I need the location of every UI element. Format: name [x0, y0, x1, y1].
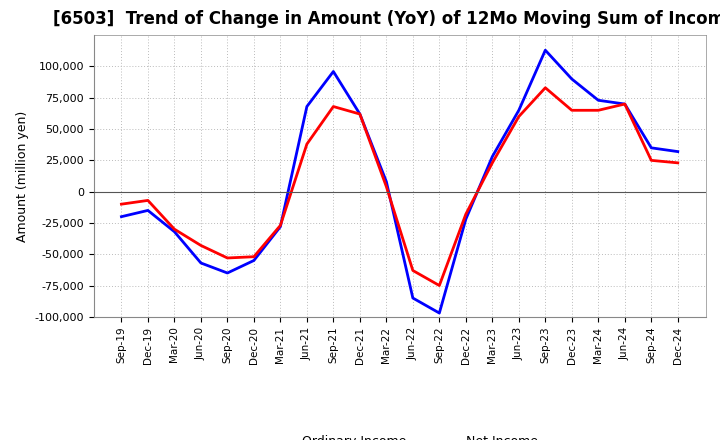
Ordinary Income	[143, 208, 152, 213]
Net Income	[541, 85, 549, 90]
Ordinary Income	[621, 101, 629, 106]
Ordinary Income	[408, 295, 417, 301]
Title: [6503]  Trend of Change in Amount (YoY) of 12Mo Moving Sum of Incomes: [6503] Trend of Change in Amount (YoY) o…	[53, 10, 720, 28]
Net Income	[143, 198, 152, 203]
Ordinary Income	[647, 145, 656, 150]
Ordinary Income	[276, 224, 284, 229]
Net Income	[382, 184, 391, 189]
Y-axis label: Amount (million yen): Amount (million yen)	[16, 110, 29, 242]
Net Income	[223, 255, 232, 260]
Net Income	[462, 212, 470, 217]
Net Income	[567, 108, 576, 113]
Ordinary Income	[170, 229, 179, 235]
Ordinary Income	[435, 310, 444, 315]
Ordinary Income	[197, 260, 205, 266]
Ordinary Income	[117, 214, 126, 219]
Ordinary Income	[250, 258, 258, 263]
Net Income	[117, 202, 126, 207]
Net Income	[356, 111, 364, 117]
Net Income	[408, 268, 417, 273]
Line: Ordinary Income: Ordinary Income	[122, 50, 678, 313]
Ordinary Income	[594, 98, 603, 103]
Net Income	[594, 108, 603, 113]
Ordinary Income	[515, 108, 523, 113]
Ordinary Income	[329, 69, 338, 74]
Ordinary Income	[356, 111, 364, 117]
Net Income	[488, 160, 497, 165]
Ordinary Income	[462, 216, 470, 222]
Net Income	[673, 160, 682, 165]
Net Income	[197, 243, 205, 248]
Net Income	[515, 114, 523, 119]
Net Income	[170, 227, 179, 232]
Ordinary Income	[567, 77, 576, 82]
Line: Net Income: Net Income	[122, 88, 678, 286]
Legend: Ordinary Income, Net Income: Ordinary Income, Net Income	[256, 430, 544, 440]
Net Income	[647, 158, 656, 163]
Ordinary Income	[488, 154, 497, 159]
Net Income	[329, 104, 338, 109]
Ordinary Income	[223, 270, 232, 275]
Ordinary Income	[541, 48, 549, 53]
Net Income	[435, 283, 444, 288]
Net Income	[250, 254, 258, 259]
Ordinary Income	[673, 149, 682, 154]
Ordinary Income	[302, 104, 311, 109]
Net Income	[302, 141, 311, 147]
Net Income	[621, 101, 629, 106]
Net Income	[276, 223, 284, 228]
Ordinary Income	[382, 179, 391, 184]
